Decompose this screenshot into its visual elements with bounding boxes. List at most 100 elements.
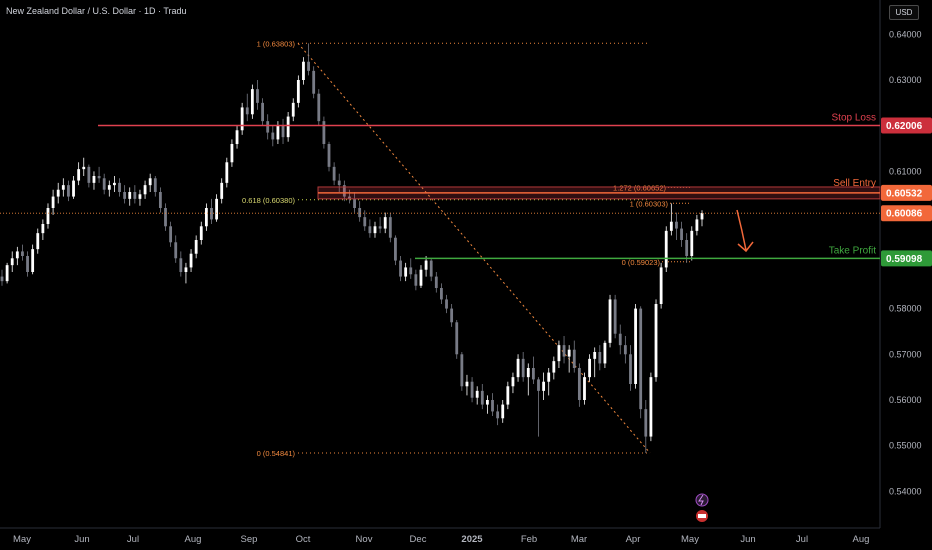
candle-body [189, 253, 193, 268]
candle-body [521, 358, 525, 378]
candle-body [143, 185, 147, 195]
candle-body [363, 217, 367, 227]
candle-body [399, 260, 402, 277]
fibonacci-retracement[interactable]: 1 (0.63803) 0.618 (0.60380) 0 (0.54841) 1.2… [242, 39, 690, 458]
candle-body [485, 400, 489, 405]
candle-body [184, 267, 188, 272]
candle-body [256, 89, 259, 103]
candle-body [250, 89, 254, 115]
candle-body [36, 233, 40, 250]
candle-body [414, 274, 418, 286]
candle-body [133, 192, 137, 199]
candle-body [123, 192, 127, 199]
candle-body [695, 219, 699, 231]
price-tick-label: 0.58000 [889, 304, 922, 314]
candle-body [15, 251, 19, 259]
candle-body [21, 251, 24, 256]
candle-body [31, 249, 35, 272]
candle-body [199, 226, 203, 240]
currency-button[interactable]: USD [889, 5, 919, 20]
candle-body [107, 185, 111, 190]
candle-body [531, 368, 535, 380]
candle-body [194, 240, 198, 254]
candle-body [598, 352, 602, 364]
down-arrow-icon [736, 209, 747, 251]
sell-entry-price-tag: 0.60532 [886, 188, 923, 199]
candle-body [378, 226, 382, 229]
candle-body [480, 390, 484, 405]
candle-body [639, 308, 643, 410]
time-tick-label: Dec [410, 534, 427, 545]
candle-body [10, 258, 14, 266]
candle-body [261, 102, 264, 122]
candle-body [286, 116, 290, 138]
candle-body [664, 230, 668, 268]
candle-body [327, 144, 331, 167]
time-tick-label: Nov [356, 534, 373, 545]
candle-body [138, 194, 142, 199]
candle-body [169, 226, 173, 243]
time-axis[interactable]: May Jun Jul Aug Sep Oct Nov Dec 2025 Feb Mar Apr May… [13, 534, 869, 545]
candle-body [153, 178, 157, 192]
time-tick-label: Jul [796, 534, 808, 545]
candle-body [373, 226, 377, 234]
current-price-tag: 0.60086 [886, 209, 923, 220]
candle-body [337, 180, 341, 186]
trade-levels[interactable]: Stop Loss Sell Entry Take Profit 0.62006 0.6… [0, 112, 932, 267]
candle-body [113, 182, 116, 186]
price-tick-label: 0.56000 [889, 395, 922, 405]
fib-ext-label-1: 1 (0.60303) [630, 199, 669, 208]
candle-body [220, 182, 224, 199]
candle-body [51, 196, 55, 208]
candle-body [557, 345, 561, 362]
take-profit-price-tag-bg [881, 250, 932, 267]
sell-entry-price-tag-bg [881, 184, 932, 201]
candle-body [204, 208, 208, 227]
candle-body [450, 308, 454, 323]
candle-body [41, 224, 45, 234]
candle-body [685, 240, 689, 256]
candle-body [46, 208, 50, 224]
candle-body [271, 132, 275, 140]
candle-body [235, 130, 239, 144]
candle-body [368, 226, 372, 234]
candle-body [291, 102, 295, 117]
candle-body [644, 409, 648, 437]
candle-body [87, 166, 91, 183]
candle-body [394, 237, 397, 261]
time-tick-label: Oct [296, 534, 311, 545]
candle-body [659, 267, 663, 304]
candle-body [118, 182, 121, 192]
candle-body [174, 242, 178, 259]
candle-body [475, 390, 479, 398]
candle-body [465, 381, 469, 387]
candle-body [675, 221, 678, 229]
lightning-event-icon [695, 493, 709, 507]
candle-body [603, 342, 607, 364]
candle-body [332, 166, 336, 181]
down-arrow-head [737, 241, 754, 253]
candle-body [593, 352, 597, 359]
take-profit-price-tag: 0.59098 [886, 254, 923, 265]
candle-body [164, 208, 167, 227]
candle-body [470, 381, 474, 398]
candle-body [5, 265, 9, 282]
candle-body [680, 228, 683, 240]
candle-body [572, 349, 576, 368]
time-tick-label: 2025 [461, 534, 483, 545]
candle-body [128, 192, 132, 199]
fib-ext-label-0: 0 (0.59023) [622, 258, 661, 267]
candle-body [700, 213, 704, 220]
time-tick-label: Sep [241, 534, 258, 545]
candle-body [296, 80, 300, 103]
fib-label-0: 0 (0.54841) [257, 449, 296, 458]
candle-body [179, 258, 183, 272]
candle-body [542, 381, 546, 391]
stop-loss-price-tag: 0.62006 [886, 121, 923, 132]
candle-body [649, 377, 653, 437]
candle-body [491, 400, 494, 412]
candle-body [148, 178, 152, 186]
candle-body [0, 276, 4, 282]
candle-body [547, 372, 551, 382]
